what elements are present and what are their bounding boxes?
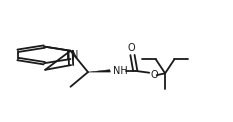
Text: O: O [127,43,135,53]
Polygon shape [88,70,110,72]
Text: N: N [71,50,78,60]
Text: NH: NH [113,66,127,76]
Text: O: O [151,70,158,80]
